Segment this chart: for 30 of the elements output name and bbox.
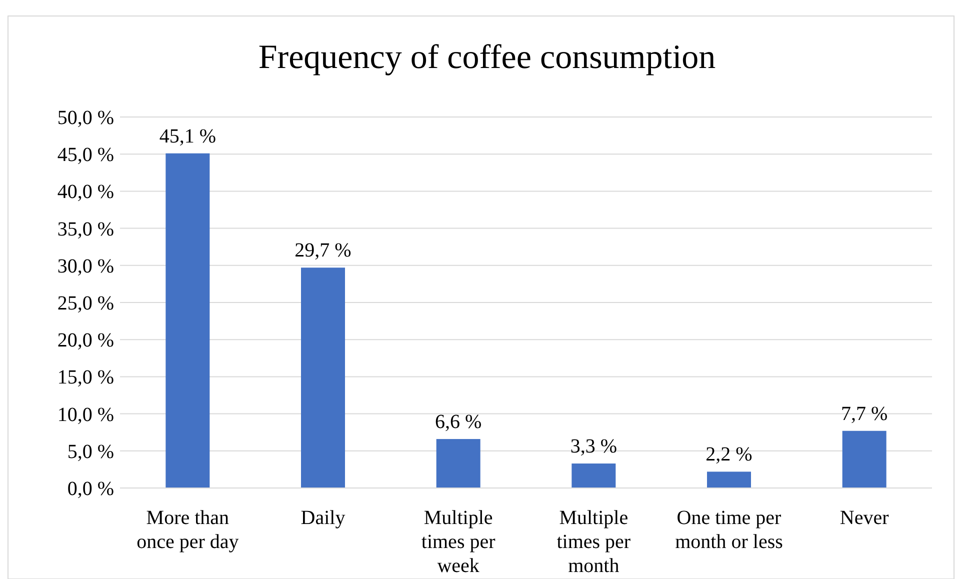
bar: [301, 268, 345, 488]
y-tick-label: 35,0 %: [57, 218, 114, 240]
x-tick-label: Never: [840, 507, 890, 529]
x-tick-label: More than once per day: [136, 507, 239, 553]
y-tick-label: 10,0 %: [57, 404, 114, 426]
y-tick-label: 25,0 %: [57, 292, 114, 314]
y-tick-label: 20,0 %: [57, 330, 114, 352]
y-tick-label: 30,0 %: [57, 255, 114, 278]
y-tick-label: 5,0 %: [67, 440, 114, 463]
data-label: 45,1 %: [159, 125, 216, 148]
y-tick-label: 40,0 %: [57, 181, 114, 204]
data-label: 2,2 %: [706, 444, 752, 466]
y-tick-label: 50,0 %: [57, 107, 114, 129]
bar: [842, 430, 886, 488]
x-tick-label: Multiple times per month: [556, 507, 631, 577]
chart-title: Frequency of coffee consumption: [258, 39, 716, 76]
y-tick-label: 15,0 %: [57, 366, 114, 389]
bar: [436, 439, 480, 488]
data-label: 7,7 %: [840, 402, 888, 425]
data-label: 3,3 %: [570, 436, 618, 458]
data-label: 6,6 %: [434, 411, 482, 434]
bar: [572, 464, 616, 488]
x-tick-label: One time per month or less: [675, 507, 784, 553]
bar: [707, 472, 751, 488]
y-tick-label: 45,0 %: [57, 144, 114, 166]
bar: [166, 153, 210, 488]
y-tick-label: 0,0 %: [67, 478, 114, 500]
data-label: 29,7 %: [294, 240, 352, 262]
x-tick-label: Daily: [300, 507, 346, 529]
x-tick-label: Multiple times per week: [421, 507, 496, 577]
